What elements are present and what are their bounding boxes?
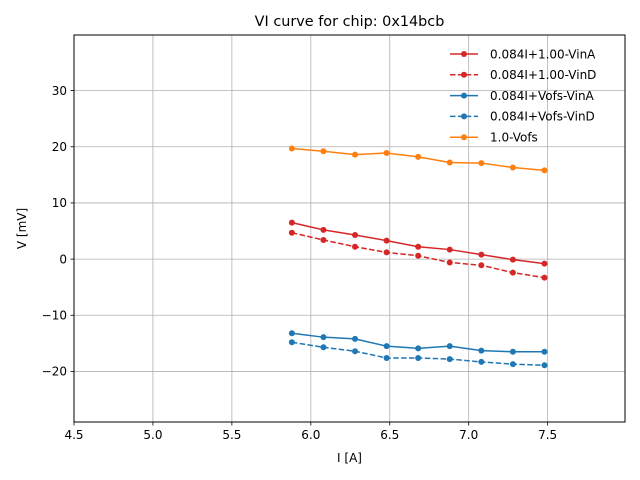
legend-swatch-marker <box>461 92 467 99</box>
data-point <box>446 356 453 363</box>
x-tick-label: 5.0 <box>143 428 162 442</box>
data-point <box>320 226 327 233</box>
legend-item: 0.084I+Vofs-VinD <box>450 110 595 124</box>
y-tick-label: −10 <box>42 309 67 323</box>
data-point <box>509 256 516 263</box>
data-point <box>288 219 295 226</box>
legend-swatch-marker <box>461 71 467 78</box>
data-point <box>383 149 390 156</box>
legend-swatch-marker <box>461 113 467 120</box>
data-point <box>288 339 295 346</box>
data-point <box>415 252 422 259</box>
x-tick-label: 7.5 <box>538 428 557 442</box>
legend-swatch-marker <box>461 51 467 57</box>
data-point <box>478 262 485 269</box>
data-point <box>352 348 359 355</box>
data-point <box>415 243 422 250</box>
data-point <box>446 159 453 166</box>
data-point <box>478 347 485 354</box>
legend-item: 1.0-Vofs <box>450 131 538 145</box>
data-point <box>509 348 516 355</box>
data-point <box>509 269 516 276</box>
y-axis-label: V [mV] <box>15 208 29 249</box>
ticks: 4.5 5.0 5.5 6.0 6.5 7.0 7.5 −20 −10 0 10 20 30 <box>42 84 558 442</box>
data-point <box>509 361 516 368</box>
legend-label: 0.084I+1.00-VinA <box>490 47 596 61</box>
legend-item: 0.084I+Vofs-VinA <box>450 89 595 103</box>
axes-frame <box>73 34 626 423</box>
data-point <box>288 145 295 152</box>
data-point <box>352 243 359 250</box>
data-point <box>415 354 422 361</box>
data-point <box>478 160 485 167</box>
data-point <box>383 343 390 350</box>
data-point <box>320 148 327 155</box>
legend-label: 0.084I+Vofs-VinD <box>490 110 595 124</box>
series-layer <box>288 145 548 369</box>
data-point <box>415 153 422 160</box>
data-point <box>352 335 359 342</box>
legend-item: 0.084I+1.00-VinA <box>450 47 596 61</box>
data-point <box>352 231 359 238</box>
x-tick-label: 7.0 <box>459 428 478 442</box>
legend-item: 0.084I+1.00-VinD <box>450 68 596 82</box>
x-tick-label: 6.5 <box>380 428 399 442</box>
series-0-084i-1-00-vina <box>288 219 548 267</box>
data-point <box>383 249 390 256</box>
x-tick-label: 5.5 <box>222 428 241 442</box>
series-0-084i-vofs-vind <box>288 339 548 369</box>
data-point <box>415 345 422 352</box>
data-point <box>541 348 548 355</box>
y-tick-label: −20 <box>42 365 67 379</box>
series-0-084i-vofs-vina <box>288 330 548 355</box>
data-point <box>320 237 327 244</box>
data-point <box>446 246 453 253</box>
series-1-0-vofs <box>288 145 548 174</box>
x-tick-label: 4.5 <box>64 428 83 442</box>
data-point <box>541 260 548 267</box>
data-point <box>446 343 453 350</box>
data-point <box>383 237 390 244</box>
data-point <box>509 164 516 171</box>
data-point <box>541 167 548 174</box>
legend-label: 0.084I+1.00-VinD <box>490 68 596 82</box>
data-point <box>478 251 485 258</box>
data-point <box>478 358 485 365</box>
data-point <box>383 354 390 361</box>
data-point <box>541 274 548 281</box>
y-tick-label: 10 <box>52 196 67 210</box>
x-tick-label: 6.0 <box>301 428 320 442</box>
series-0-084i-1-00-vind <box>288 229 548 281</box>
grid <box>73 35 625 422</box>
data-point <box>446 259 453 266</box>
data-point <box>541 362 548 369</box>
y-tick-label: 20 <box>52 140 67 154</box>
x-axis-label: I [A] <box>337 451 362 465</box>
legend-label: 0.084I+Vofs-VinA <box>490 89 595 103</box>
chart-title: VI curve for chip: 0x14bcb <box>255 14 445 30</box>
y-tick-label: 0 <box>59 252 67 266</box>
data-point <box>320 344 327 351</box>
legend-label: 1.0-Vofs <box>490 131 538 145</box>
legend-swatch-marker <box>461 134 467 141</box>
y-tick-label: 30 <box>52 84 67 98</box>
data-point <box>352 151 359 158</box>
legend: 0.084I+1.00-VinA 0.084I+1.00-VinD 0.084I+V… <box>450 47 596 145</box>
data-point <box>288 229 295 236</box>
data-point <box>320 334 327 341</box>
data-point <box>288 330 295 337</box>
